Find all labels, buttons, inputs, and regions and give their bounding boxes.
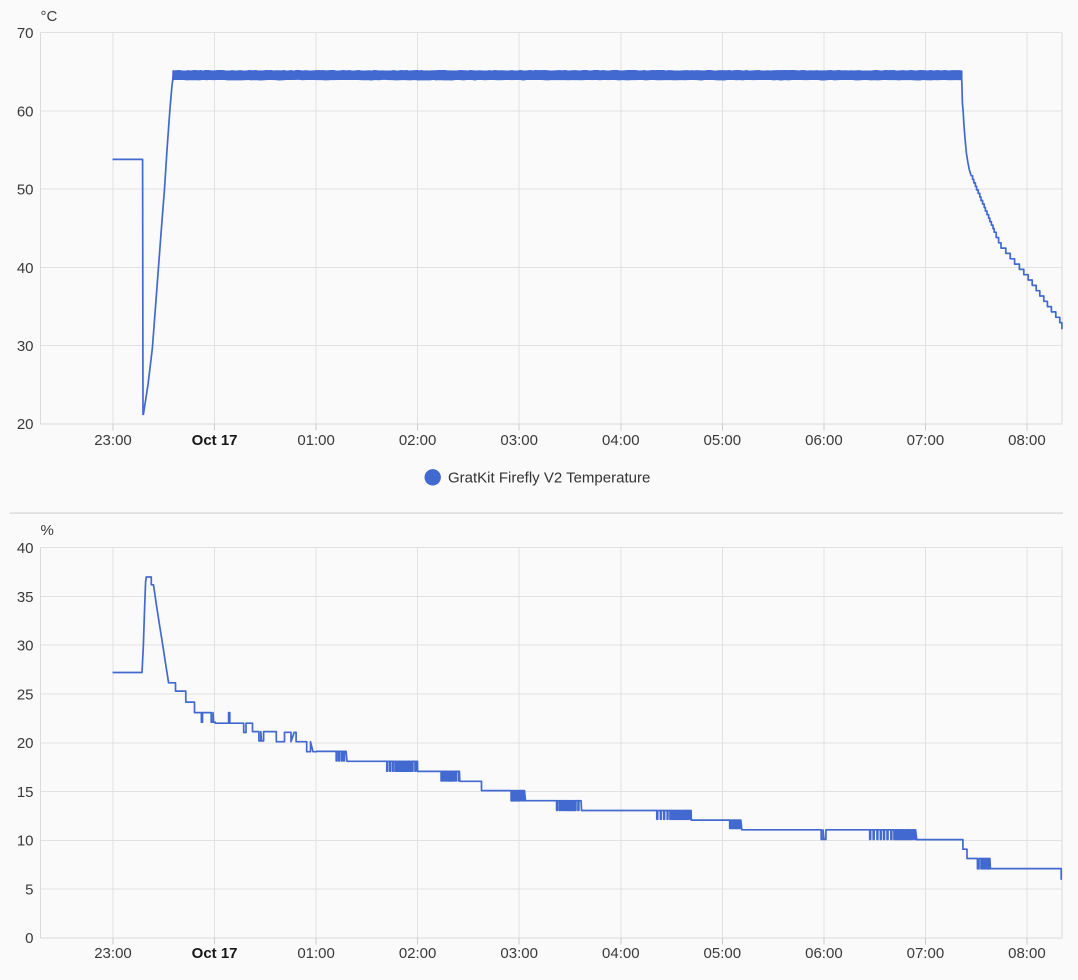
svg-text:50: 50 <box>17 182 34 199</box>
svg-text:20: 20 <box>17 416 34 433</box>
svg-text:70: 70 <box>17 25 34 42</box>
svg-text:%: % <box>41 522 54 539</box>
svg-text:5: 5 <box>25 881 33 898</box>
svg-text:07:00: 07:00 <box>907 945 945 962</box>
svg-text:30: 30 <box>17 338 34 355</box>
svg-text:04:00: 04:00 <box>602 945 640 962</box>
svg-text:02:00: 02:00 <box>399 945 437 962</box>
svg-text:25: 25 <box>17 686 34 703</box>
svg-text:08:00: 08:00 <box>1008 432 1046 449</box>
svg-text:07:00: 07:00 <box>907 432 945 449</box>
svg-text:0: 0 <box>25 930 33 947</box>
svg-text:35: 35 <box>17 589 34 606</box>
svg-text:05:00: 05:00 <box>704 432 742 449</box>
svg-text:03:00: 03:00 <box>500 432 538 449</box>
svg-text:30: 30 <box>17 638 34 655</box>
svg-text:°C: °C <box>41 8 58 25</box>
svg-text:06:00: 06:00 <box>805 432 843 449</box>
svg-text:06:00: 06:00 <box>805 945 843 962</box>
svg-text:23:00: 23:00 <box>94 432 132 449</box>
svg-text:Oct 17: Oct 17 <box>192 432 238 449</box>
svg-text:01:00: 01:00 <box>297 432 335 449</box>
svg-text:60: 60 <box>17 103 34 120</box>
svg-text:15: 15 <box>17 784 34 801</box>
svg-text:04:00: 04:00 <box>602 432 640 449</box>
svg-text:01:00: 01:00 <box>297 945 335 962</box>
svg-text:GratKit Firefly V2 Temperature: GratKit Firefly V2 Temperature <box>448 470 650 487</box>
svg-text:05:00: 05:00 <box>704 945 742 962</box>
svg-text:23:00: 23:00 <box>94 945 132 962</box>
svg-text:03:00: 03:00 <box>500 945 538 962</box>
svg-text:Oct 17: Oct 17 <box>192 945 238 962</box>
svg-text:40: 40 <box>17 260 34 277</box>
svg-text:08:00: 08:00 <box>1008 945 1046 962</box>
svg-text:40: 40 <box>17 540 34 557</box>
svg-text:02:00: 02:00 <box>399 432 437 449</box>
svg-text:10: 10 <box>17 833 34 850</box>
svg-text:20: 20 <box>17 735 34 752</box>
